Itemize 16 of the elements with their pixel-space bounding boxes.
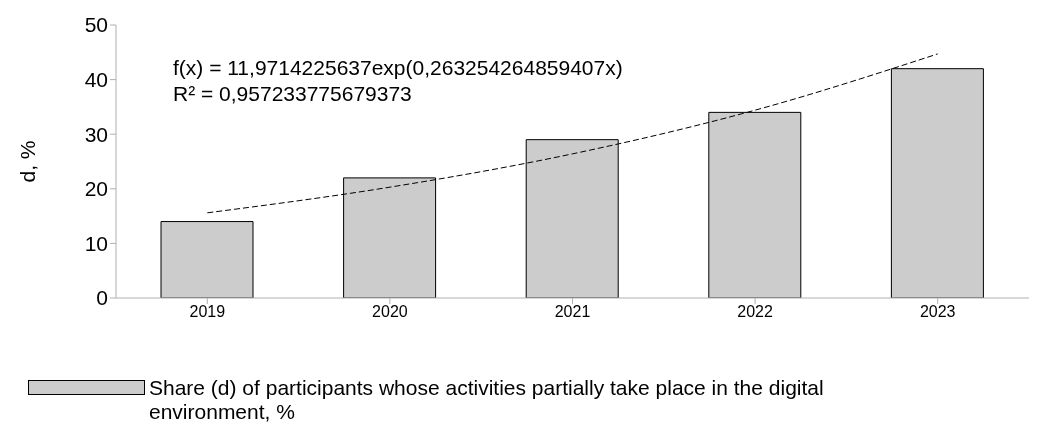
annotation: f(x) = 11,9714225637exp(0,263254264859407x)	[173, 55, 623, 81]
y-tick-label: 0	[96, 286, 108, 310]
annotation: R² = 0,957233775679373	[173, 81, 413, 107]
y-tick-label: 20	[84, 177, 108, 201]
y-tick-label: 30	[84, 122, 108, 146]
x-tick-label: 2022	[737, 303, 773, 321]
x-tick-label: 2020	[372, 303, 408, 321]
bar	[160, 221, 254, 298]
y-tick-label: 40	[84, 68, 108, 92]
x-tick-label: 2023	[919, 303, 956, 321]
x-tick-label: 2021	[554, 303, 591, 321]
y-tick-label: 50	[84, 13, 108, 37]
y-axis-title: d, %	[16, 140, 40, 183]
y-tick-label: 10	[84, 231, 108, 255]
text: Share (d) of participants whose activities partially take place in the digital environment, %	[149, 376, 825, 424]
x-tick-label: 2019	[189, 303, 226, 321]
